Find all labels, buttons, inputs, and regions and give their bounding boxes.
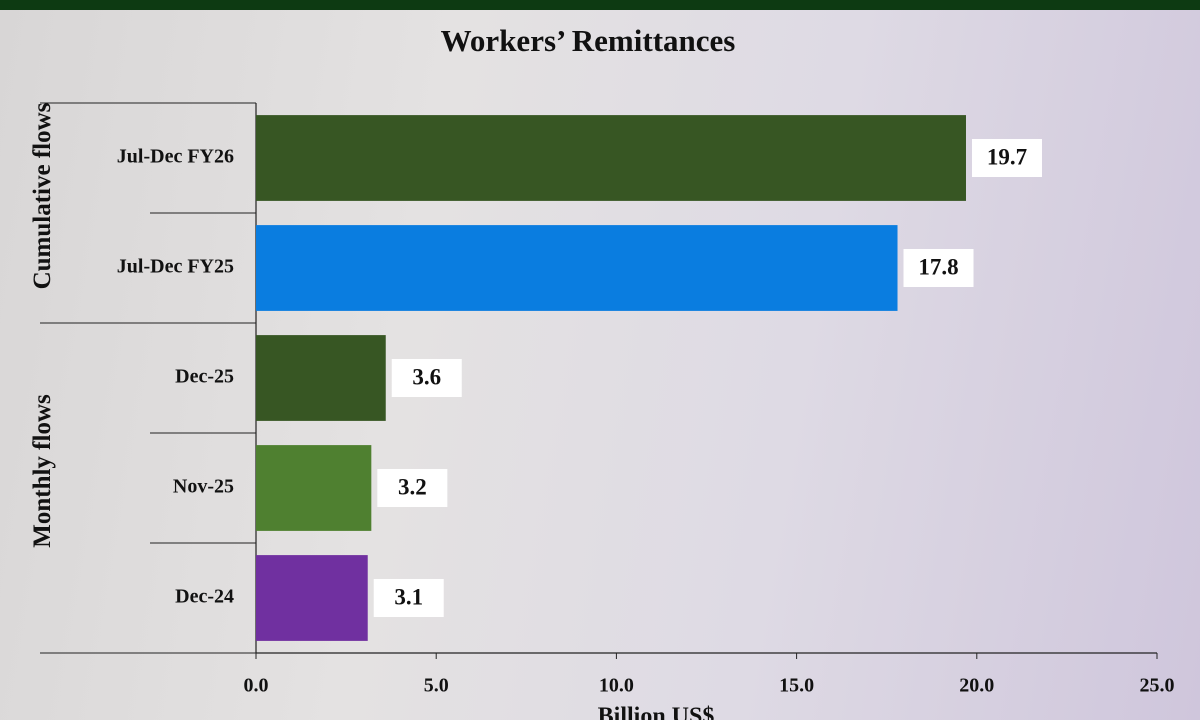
value-label-box bbox=[391, 359, 462, 397]
y-tick-label: Jul-Dec FY25 bbox=[117, 256, 234, 278]
y-tick-label: Nov-25 bbox=[173, 476, 234, 498]
chart-title: Workers’ Remittances bbox=[441, 23, 736, 58]
value-label: 17.8 bbox=[918, 254, 958, 279]
group-label: Cumulative flows bbox=[29, 102, 56, 290]
value-label-box bbox=[971, 139, 1042, 177]
y-tick-label: Dec-24 bbox=[175, 586, 234, 608]
y-tick-label: Dec-25 bbox=[175, 366, 234, 388]
value-label-box bbox=[373, 579, 444, 617]
bar bbox=[256, 335, 386, 421]
x-tick-label: 0.0 bbox=[244, 675, 269, 697]
bar bbox=[256, 115, 966, 201]
y-tick-label: Jul-Dec FY26 bbox=[117, 146, 234, 168]
bar bbox=[256, 555, 368, 641]
x-tick-label: 20.0 bbox=[959, 675, 994, 697]
x-tick-label: 25.0 bbox=[1140, 675, 1175, 697]
value-label: 19.7 bbox=[987, 144, 1027, 169]
bar bbox=[256, 225, 898, 311]
value-label-box bbox=[903, 249, 974, 287]
value-label: 3.1 bbox=[394, 584, 423, 609]
x-tick-label: 10.0 bbox=[599, 675, 634, 697]
group-label: Monthly flows bbox=[29, 394, 56, 548]
bar bbox=[256, 445, 372, 531]
value-label: 3.2 bbox=[398, 474, 427, 499]
x-tick-label: 15.0 bbox=[779, 675, 814, 697]
top-strip bbox=[0, 0, 1200, 10]
x-tick-label: 5.0 bbox=[424, 675, 449, 697]
value-label-box bbox=[377, 469, 448, 507]
x-axis-label: Billion US$ bbox=[598, 704, 715, 720]
value-label: 3.6 bbox=[412, 364, 441, 389]
